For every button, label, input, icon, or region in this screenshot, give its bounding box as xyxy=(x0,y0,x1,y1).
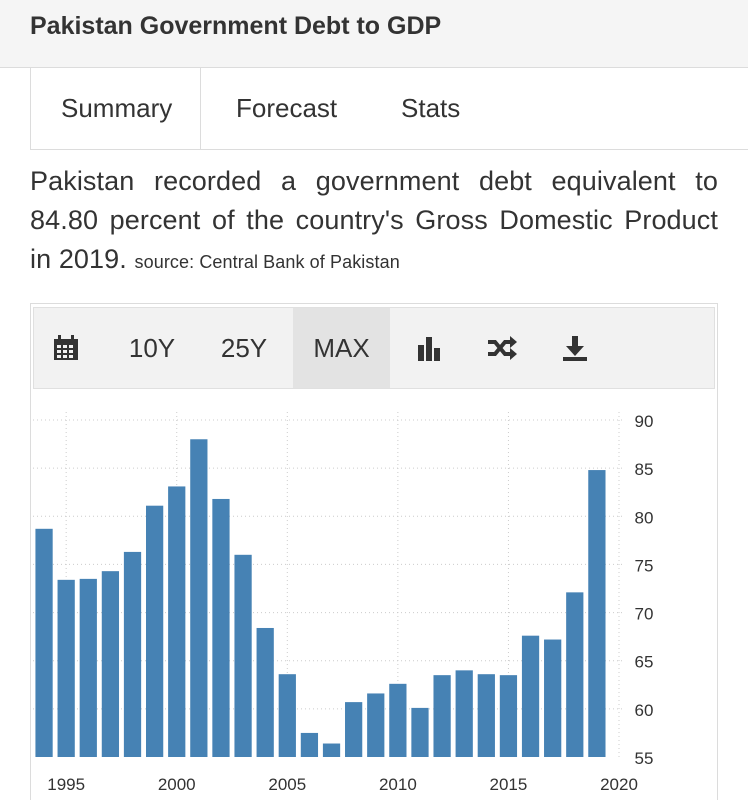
y-tick-label: 85 xyxy=(635,460,654,479)
x-tick-label: 2015 xyxy=(490,775,528,794)
bar xyxy=(322,743,341,757)
bar xyxy=(256,627,274,757)
range-25y-button[interactable]: 25Y xyxy=(220,333,268,363)
bar xyxy=(123,551,142,757)
bar xyxy=(300,732,319,757)
x-tick-label: 2000 xyxy=(158,775,196,794)
bar xyxy=(101,571,120,757)
bar xyxy=(79,578,97,757)
bar xyxy=(588,470,606,757)
tab-forecast[interactable]: Forecast xyxy=(236,93,338,123)
shuffle-icon[interactable] xyxy=(486,335,518,366)
bar xyxy=(345,702,363,757)
tab-summary[interactable]: Summary xyxy=(30,68,201,149)
x-tick-label: 2010 xyxy=(379,775,417,794)
x-tick-label: 1995 xyxy=(47,775,85,794)
bar xyxy=(57,579,75,757)
range-10y-button[interactable]: 10Y xyxy=(128,333,176,363)
y-tick-label: 90 xyxy=(635,412,654,431)
bar xyxy=(35,528,53,757)
y-tick-label: 60 xyxy=(635,701,654,720)
bar-chart: 55 60 65 70 75 80 85 90 1995 2000 2005 2010 2015 2020 xyxy=(33,412,654,794)
y-tick-label: 70 xyxy=(635,605,654,624)
summary-text: Pakistan recorded a government debt equi… xyxy=(30,166,718,274)
bar xyxy=(145,505,164,757)
bar xyxy=(168,486,186,757)
bar xyxy=(234,554,252,757)
bar xyxy=(566,592,584,757)
bar xyxy=(455,670,473,757)
bar xyxy=(190,439,208,757)
bar xyxy=(433,675,451,757)
y-tick-label: 75 xyxy=(635,556,654,575)
bar xyxy=(411,707,429,757)
page-title: Pakistan Government Debt to GDP xyxy=(30,12,442,40)
range-max-button[interactable]: MAX xyxy=(293,308,390,388)
bar-chart-icon[interactable] xyxy=(417,335,445,366)
source-note: source: Central Bank of Pakistan xyxy=(134,252,400,272)
y-tick-label: 80 xyxy=(635,508,654,527)
summary-description: Pakistan recorded a government debt equi… xyxy=(30,162,718,282)
download-icon[interactable] xyxy=(561,335,589,368)
bar xyxy=(499,675,518,757)
bar xyxy=(521,635,540,757)
x-tick-label: 2005 xyxy=(268,775,306,794)
bar xyxy=(389,683,407,757)
bar xyxy=(367,693,385,757)
calendar-icon[interactable] xyxy=(52,334,80,367)
chart-panel: 10Y 25Y MAX 55 60 65 70 75 80 xyxy=(30,303,718,800)
bar xyxy=(544,639,562,757)
bar xyxy=(278,674,296,757)
chart-toolbar: 10Y 25Y MAX xyxy=(33,307,715,389)
y-tick-label: 65 xyxy=(635,653,654,672)
tab-bar: Summary Forecast Stats xyxy=(30,68,748,150)
bar xyxy=(212,498,230,757)
x-tick-label: 2020 xyxy=(600,775,638,794)
y-tick-label: 55 xyxy=(635,749,654,768)
tab-stats[interactable]: Stats xyxy=(401,93,461,123)
bar xyxy=(477,674,495,757)
page-header: Pakistan Government Debt to GDP xyxy=(0,0,748,68)
